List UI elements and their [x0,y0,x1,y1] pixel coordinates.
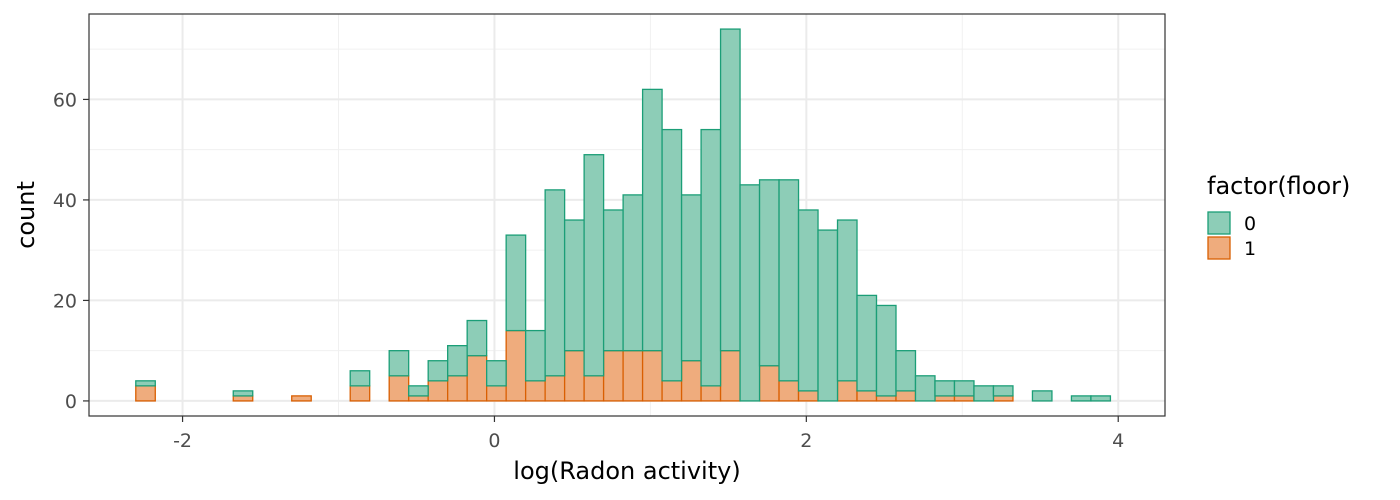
bar-floor-0 [680,194,702,362]
bar-floor-0 [856,294,878,392]
x-tick-label: 4 [1112,430,1124,452]
legend-title: factor(floor) [1207,172,1350,200]
bar-floor-1 [758,365,780,402]
legend-items: 01 [1207,211,1256,260]
bar-floor-0 [953,380,975,397]
bar-floor-0 [758,179,780,367]
bar-floor-0 [427,360,449,382]
bar-floor-1 [641,350,663,402]
bar-floor-1 [797,390,819,402]
bar-floor-0 [719,28,741,352]
bar-floor-1 [563,350,585,402]
x-tick-label: 2 [800,430,812,452]
legend-label-1: 1 [1244,238,1256,260]
bar-floor-1 [447,375,468,402]
bar-floor-0 [563,219,585,352]
bar-floor-0 [836,219,858,382]
bar-floor-1 [953,395,975,402]
bar-floor-0 [1090,395,1112,402]
x-axis-title: log(Radon activity) [513,457,740,485]
bar-floor-1 [622,350,644,402]
bar-floor-0 [992,385,1014,397]
bar-floor-1 [719,350,741,402]
bar-floor-0 [1031,390,1053,402]
bar-floor-0 [388,350,410,377]
bar-floor-0 [914,375,936,402]
bar-floor-0 [1070,395,1092,402]
bar-floor-1 [700,385,722,402]
bar-floor-1 [934,395,956,402]
bar-floor-0 [797,209,819,392]
bar-floor-1 [544,375,566,402]
bar-floor-0 [447,344,468,377]
bar-floor-0 [875,304,897,397]
bar-floor-1 [680,360,702,402]
y-axis-ticks: 0 20 40 60 [53,89,89,413]
bar-floor-1 [427,380,449,402]
bar-floor-0 [466,319,488,357]
bar-floor-0 [817,229,839,402]
bar-floor-1 [232,395,254,402]
legend-key-0 [1207,211,1231,235]
bar-floor-1 [992,395,1014,402]
histogram-bars [135,28,1112,402]
bar-floor-0 [934,380,956,397]
bar-floor-1 [661,380,683,402]
bar-floor-1 [895,390,917,402]
bar-floor-0 [739,184,761,402]
y-tick-label: 60 [53,89,77,111]
y-tick-label: 0 [65,391,77,413]
bar-floor-1 [388,375,410,402]
bar-floor-0 [895,350,917,392]
y-tick-label: 40 [53,190,77,212]
legend-key-1 [1207,236,1231,260]
bar-floor-0 [778,179,800,382]
bar-floor-0 [349,370,371,387]
bar-floor-0 [661,128,683,382]
bar-floor-1 [583,375,605,402]
bar-floor-0 [486,360,507,387]
bar-floor-0 [544,189,566,377]
bar-floor-1 [875,395,897,402]
x-tick-label: 0 [488,430,500,452]
bar-floor-1 [408,395,429,402]
y-axis-title: count [12,181,40,249]
x-tick-label: -2 [173,430,192,452]
bar-floor-0 [583,154,605,377]
bar-floor-0 [505,234,527,332]
bar-floor-0 [602,209,624,352]
bar-floor-1 [505,329,527,402]
legend: factor(floor) 01 [1207,172,1350,260]
bar-floor-1 [135,385,156,402]
bar-floor-0 [232,390,254,397]
x-axis-ticks: -2 0 2 4 [173,416,1124,452]
y-tick-label: 20 [53,290,77,312]
bar-floor-0 [622,194,644,352]
bar-floor-1 [466,355,488,402]
bar-floor-0 [641,88,663,352]
bar-floor-1 [778,380,800,402]
panel-border [88,13,1166,417]
bar-floor-0 [135,380,156,387]
bar-floor-0 [408,385,429,397]
bar-floor-0 [700,128,722,387]
bar-floor-1 [602,350,624,402]
bar-floor-1 [524,380,546,402]
bar-floor-1 [349,385,371,402]
bar-floor-0 [524,329,546,382]
bar-floor-1 [836,380,858,402]
bar-floor-1 [856,390,878,402]
bar-floor-1 [486,385,507,402]
bar-floor-0 [973,385,995,402]
bar-floor-1 [291,395,312,402]
legend-label-0: 0 [1244,213,1256,235]
